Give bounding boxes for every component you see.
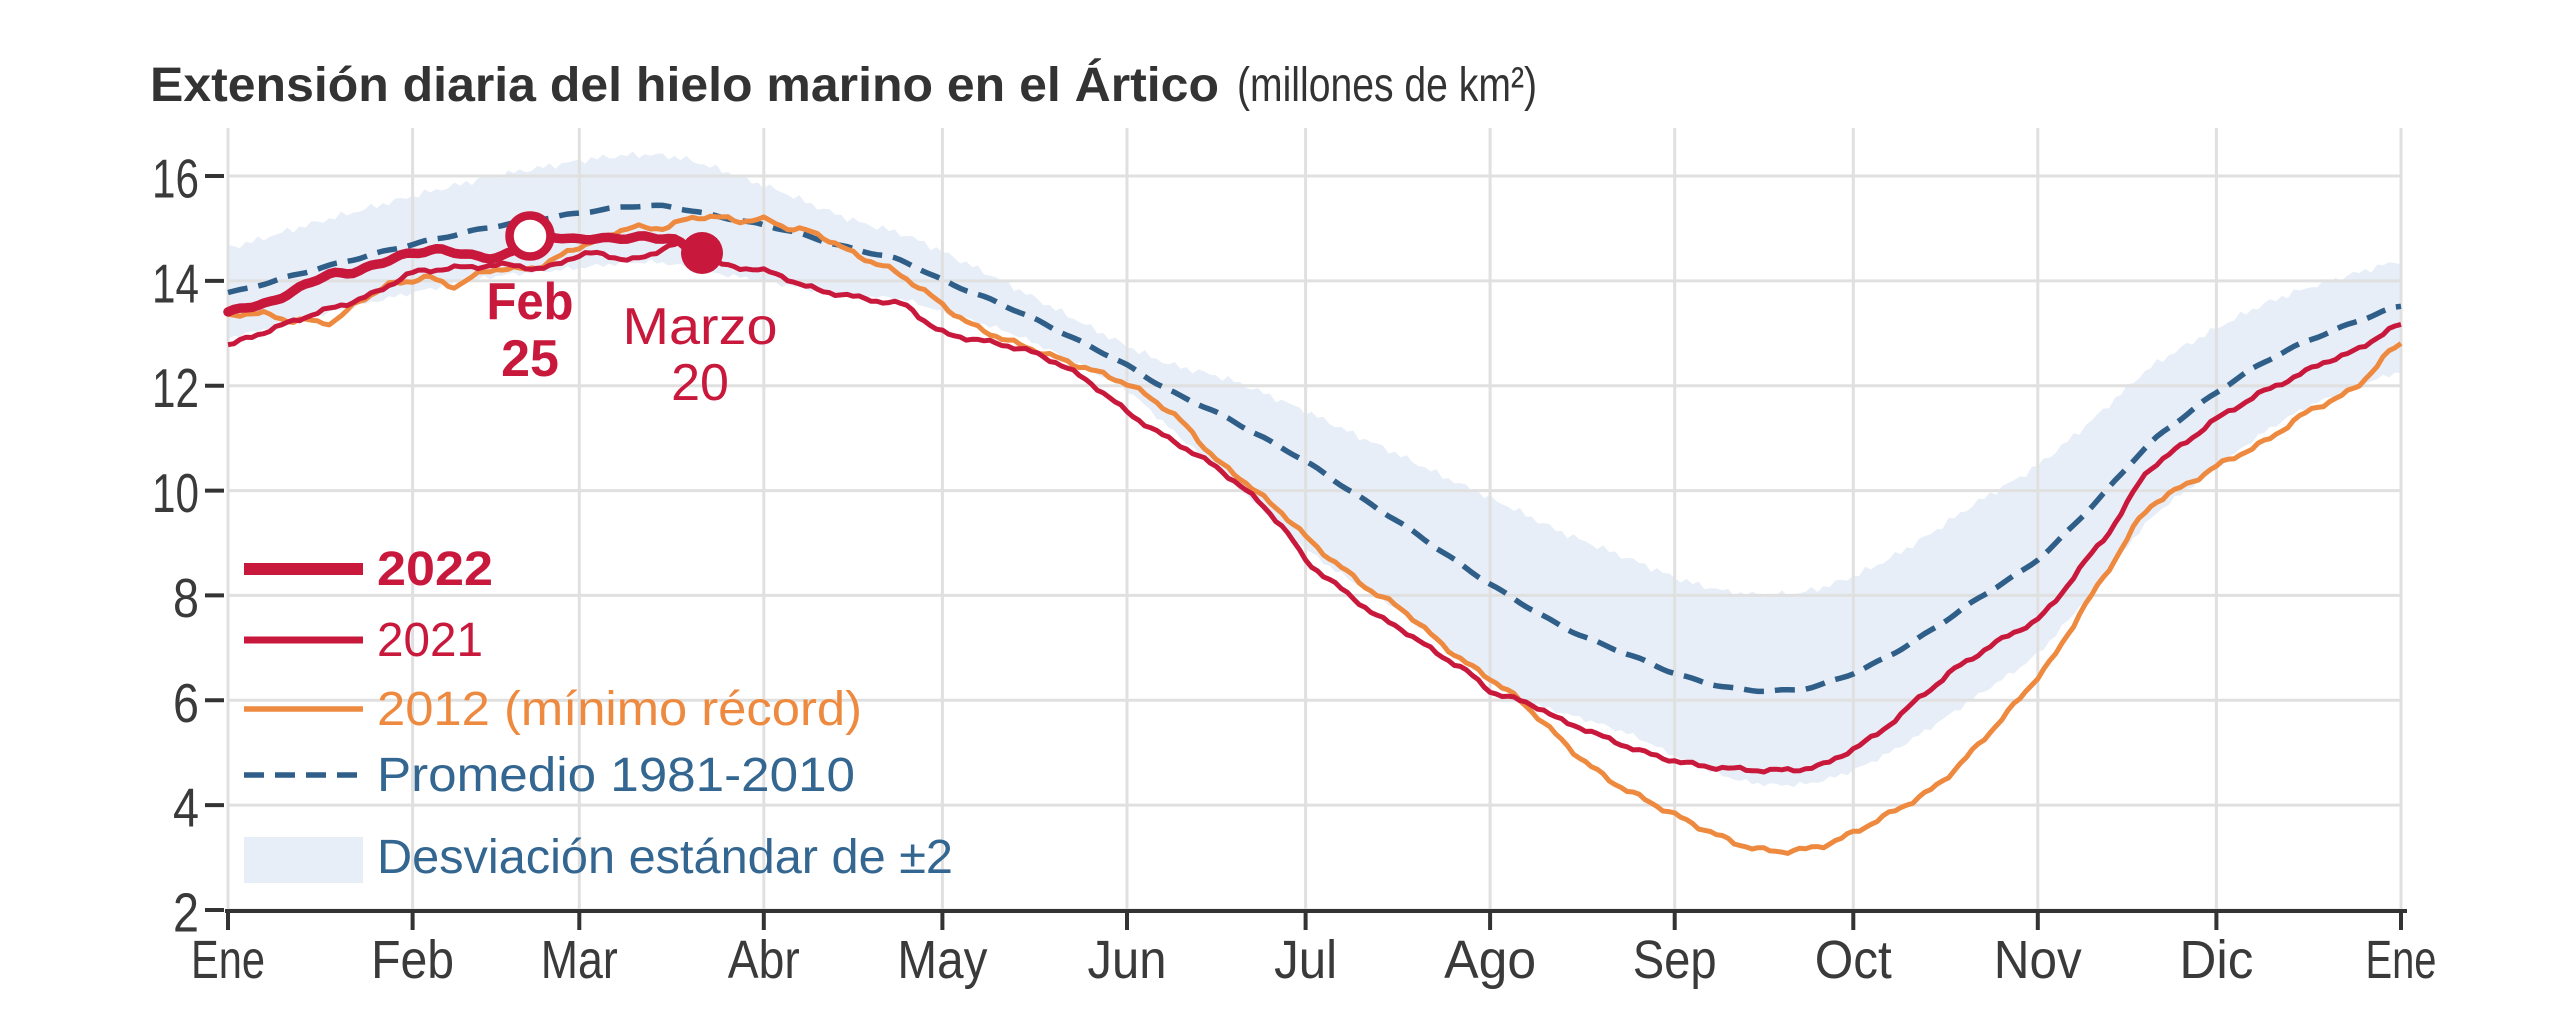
svg-text:2: 2 — [173, 882, 199, 944]
svg-text:May: May — [897, 930, 987, 990]
svg-text:Dic: Dic — [2179, 930, 2253, 990]
svg-text:10: 10 — [152, 462, 199, 524]
svg-text:12: 12 — [152, 357, 199, 419]
svg-text:Mar: Mar — [541, 930, 618, 990]
svg-text:Promedio 1981-2010: Promedio 1981-2010 — [377, 749, 855, 802]
svg-text:Marzo: Marzo — [623, 298, 778, 356]
svg-text:Oct: Oct — [1815, 930, 1892, 990]
svg-text:Sep: Sep — [1633, 930, 1717, 990]
svg-text:Feb: Feb — [371, 930, 454, 990]
svg-text:Abr: Abr — [728, 930, 800, 990]
svg-text:25: 25 — [501, 330, 559, 388]
svg-text:Jun: Jun — [1088, 930, 1167, 990]
svg-text:Desviación estándar de ±2: Desviación estándar de ±2 — [377, 831, 953, 884]
svg-text:Extensión diaria del hielo mar: Extensión diaria del hielo marino en el … — [150, 58, 1219, 112]
svg-text:Ene: Ene — [191, 930, 265, 990]
svg-text:4: 4 — [173, 777, 199, 839]
svg-text:2021: 2021 — [377, 614, 483, 667]
svg-text:14: 14 — [152, 252, 199, 314]
svg-text:Feb: Feb — [487, 273, 574, 331]
svg-text:6: 6 — [173, 672, 199, 734]
svg-text:8: 8 — [173, 567, 199, 629]
svg-text:Nov: Nov — [1994, 930, 2082, 990]
svg-text:Ago: Ago — [1444, 930, 1536, 990]
svg-text:2022: 2022 — [377, 543, 493, 596]
svg-text:Ene: Ene — [2366, 930, 2437, 990]
svg-text:(millones de km²): (millones de km²) — [1237, 59, 1537, 112]
svg-text:Jul: Jul — [1274, 930, 1337, 990]
svg-text:20: 20 — [671, 354, 729, 412]
svg-text:2012 (mínimo récord): 2012 (mínimo récord) — [377, 683, 862, 736]
svg-text:16: 16 — [152, 148, 199, 210]
